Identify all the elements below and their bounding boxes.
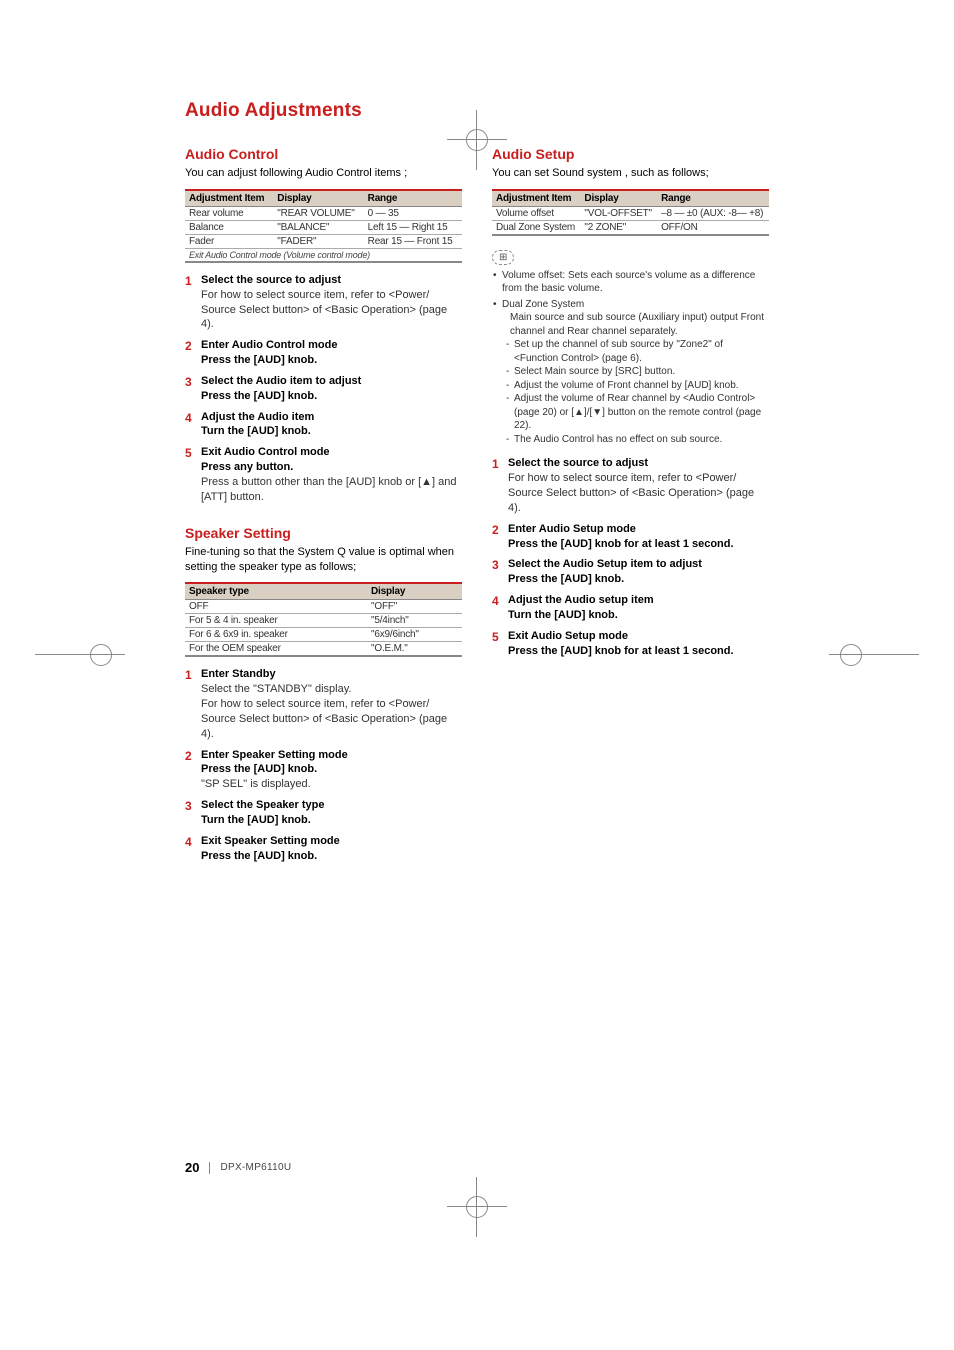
step-title: Enter Standby [201,667,462,682]
td: Volume offset [492,206,580,220]
step-body: For how to select source item, refer to … [508,472,754,514]
step-title: Select the source to adjust [201,273,462,288]
step-action: Turn the [AUD] knob. [201,424,462,439]
step-title: Select the source to adjust [508,456,769,471]
step-title: Exit Speaker Setting mode [201,834,462,849]
note-dash: Set up the channel of sub source by "Zon… [502,338,769,365]
step-title: Select the Audio item to adjust [201,374,462,389]
step-body: For how to select source item, refer to … [201,289,447,331]
step-action: Turn the [AUD] knob. [201,813,462,828]
td: OFF/ON [657,220,769,235]
section-title-speaker-setting: Speaker Setting [185,525,462,541]
section-title-audio-setup: Audio Setup [492,146,769,162]
td: 0 — 35 [364,206,462,220]
step-title: Enter Audio Setup mode [508,522,769,537]
td: OFF [185,600,367,614]
th: Speaker type [185,583,367,600]
page-number: 20 [185,1160,199,1175]
td: "REAR VOLUME" [273,206,363,220]
td: Balance [185,220,273,234]
right-column: Audio Setup You can set Sound system , s… [492,146,769,883]
step-action: Turn the [AUD] knob. [508,608,769,623]
th: Display [367,583,462,600]
note-text: Dual Zone System [502,299,584,310]
td: Rear volume [185,206,273,220]
td: Rear 15 — Front 15 [364,234,462,248]
th: Display [273,190,363,207]
note-dash: The Audio Control has no effect on sub s… [502,433,769,447]
td: "5/4inch" [367,614,462,628]
audio-control-steps: Select the source to adjustFor how to se… [185,273,462,505]
note-dash: Adjust the volume of Front channel by [A… [502,379,769,393]
step-title: Exit Audio Setup mode [508,629,769,644]
note-dash: Adjust the volume of Rear channel by <Au… [502,392,769,433]
note-dash: Select Main source by [SRC] button. [502,365,769,379]
td: "OFF" [367,600,462,614]
th: Display [580,190,657,207]
model-name: DPX-MP6110U [220,1162,291,1173]
td: Dual Zone System [492,220,580,235]
td: Fader [185,234,273,248]
note-sub: Main source and sub source (Auxiliary in… [502,311,769,338]
note-icon: ⊞ [492,250,514,265]
page-footer: 20 DPX-MP6110U [185,1160,291,1175]
speaker-setting-table: Speaker type Display OFF"OFF" For 5 & 4 … [185,582,462,657]
th: Range [364,190,462,207]
audio-setup-steps: Select the source to adjustFor how to se… [492,456,769,658]
audio-setup-table: Adjustment Item Display Range Volume off… [492,189,769,236]
td: "VOL-OFFSET" [580,206,657,220]
step-action: Press the [AUD] knob for at least 1 seco… [508,644,769,659]
audio-control-table: Adjustment Item Display Range Rear volum… [185,189,462,263]
td: "FADER" [273,234,363,248]
notes-list: Volume offset: Sets each source's volume… [492,269,769,447]
td: For 6 & 6x9 in. speaker [185,628,367,642]
table-note: Exit Audio Control mode (Volume control … [185,248,462,262]
step-action: Press the [AUD] knob. [201,849,462,864]
step-title: Adjust the Audio setup item [508,593,769,608]
td: –8 — ±0 (AUX: -8— +8) [657,206,769,220]
step-title: Enter Speaker Setting mode [201,748,462,763]
page-title: Audio Adjustments [185,100,769,122]
step-body: "SP SEL" is displayed. [201,778,311,790]
th: Adjustment Item [185,190,273,207]
step-title: Select the Speaker type [201,798,462,813]
step-action: Press the [AUD] knob for at least 1 seco… [508,537,769,552]
section-intro: You can adjust following Audio Control i… [185,166,462,181]
step-action: Press the [AUD] knob. [508,572,769,587]
footer-divider [209,1162,210,1174]
section-intro: Fine-tuning so that the System Q value i… [185,545,462,575]
td: "6x9/6inch" [367,628,462,642]
step-action: Press the [AUD] knob. [201,762,462,777]
step-body: Select the "STANDBY" display. For how to… [201,683,447,740]
step-title: Exit Audio Control mode [201,445,462,460]
step-body: Press a button other than the [AUD] knob… [201,476,456,503]
td: Left 15 — Right 15 [364,220,462,234]
th: Range [657,190,769,207]
step-title: Enter Audio Control mode [201,338,462,353]
section-title-audio-control: Audio Control [185,146,462,162]
td: "2 ZONE" [580,220,657,235]
td: "O.E.M." [367,642,462,657]
step-action: Press the [AUD] knob. [201,353,462,368]
section-intro: You can set Sound system , such as follo… [492,166,769,181]
td: "BALANCE" [273,220,363,234]
note-text: Volume offset: Sets each source's volume… [502,270,755,295]
left-column: Audio Control You can adjust following A… [185,146,462,883]
step-title: Select the Audio Setup item to adjust [508,557,769,572]
crop-mark-bottom [462,1192,492,1222]
speaker-setting-steps: Enter StandbySelect the "STANDBY" displa… [185,667,462,863]
step-action: Press any button. [201,460,462,475]
td: For the OEM speaker [185,642,367,657]
td: For 5 & 4 in. speaker [185,614,367,628]
step-action: Press the [AUD] knob. [201,389,462,404]
step-title: Adjust the Audio item [201,410,462,425]
th: Adjustment Item [492,190,580,207]
